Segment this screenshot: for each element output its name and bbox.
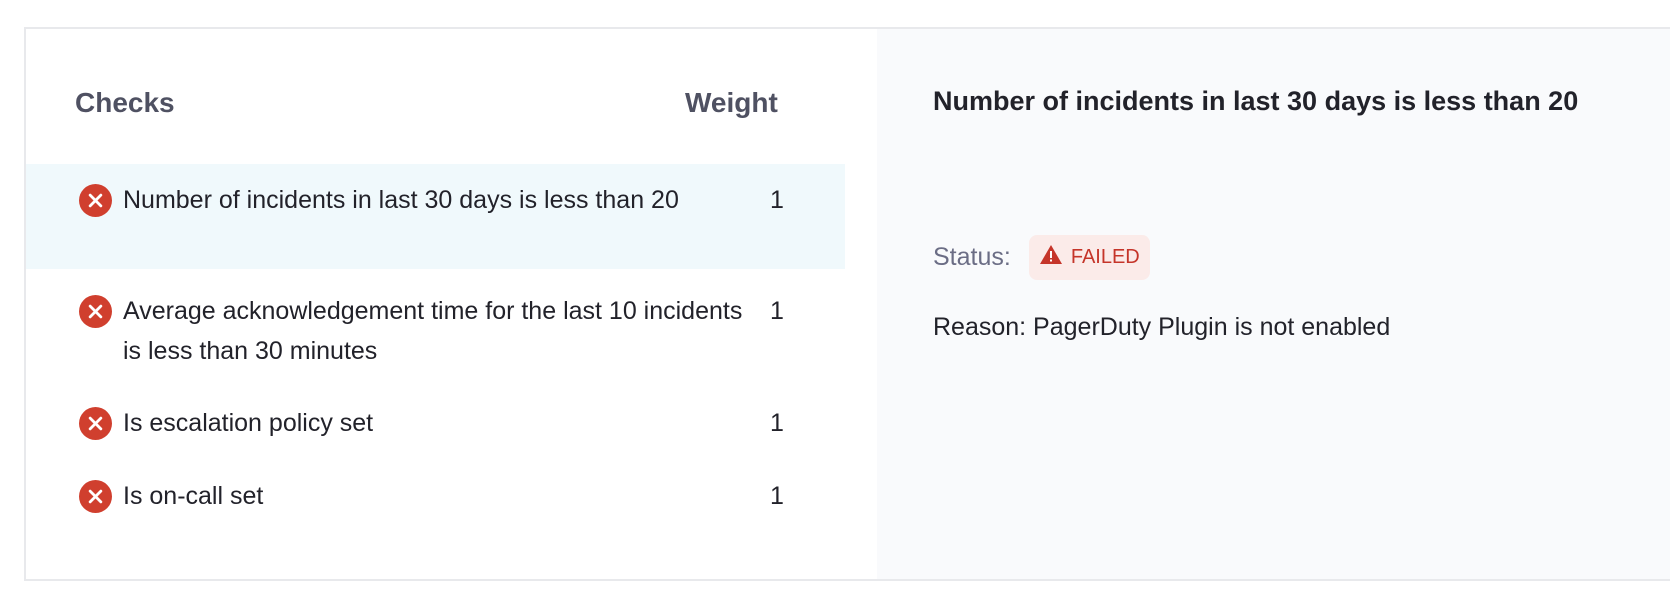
check-reason: Reason: PagerDuty Plugin is not enabled (933, 313, 1391, 341)
warning-triangle-icon (1039, 244, 1063, 271)
check-detail-title: Number of incidents in last 30 days is l… (933, 86, 1579, 116)
status-value: FAILED (1070, 246, 1140, 268)
check-row[interactable]: Is on-call set 1 (26, 464, 845, 539)
check-label: Is escalation policy set (123, 409, 374, 437)
check-weight: 1 (770, 409, 784, 437)
check-row[interactable]: Is escalation policy set 1 (26, 389, 845, 464)
check-weight: 1 (770, 482, 784, 510)
check-label: Average acknowledgement time for the las… (123, 297, 743, 365)
scorecard-checks-card: Checks Weight Number of incidents in las… (24, 27, 1670, 581)
x-circle-icon (79, 407, 112, 440)
weight-column-header: Weight (685, 87, 778, 118)
check-row[interactable]: Number of incidents in last 30 days is l… (26, 164, 845, 269)
status-label: Status: (933, 243, 1011, 271)
check-weight: 1 (770, 186, 784, 214)
x-circle-icon (79, 480, 112, 513)
check-label: Number of incidents in last 30 days is l… (123, 186, 679, 214)
checks-column-header: Checks (75, 87, 175, 118)
check-detail-panel: Number of incidents in last 30 days is l… (877, 29, 1670, 579)
x-circle-icon (79, 184, 112, 217)
check-status: Status: FAILED (933, 235, 1150, 280)
x-circle-icon (79, 295, 112, 328)
checks-list-panel: Checks Weight Number of incidents in las… (26, 29, 877, 579)
check-label: Is on-call set (123, 482, 264, 510)
check-weight: 1 (770, 297, 784, 325)
status-badge: FAILED (1028, 235, 1150, 280)
check-row[interactable]: Average acknowledgement time for the las… (26, 269, 845, 389)
